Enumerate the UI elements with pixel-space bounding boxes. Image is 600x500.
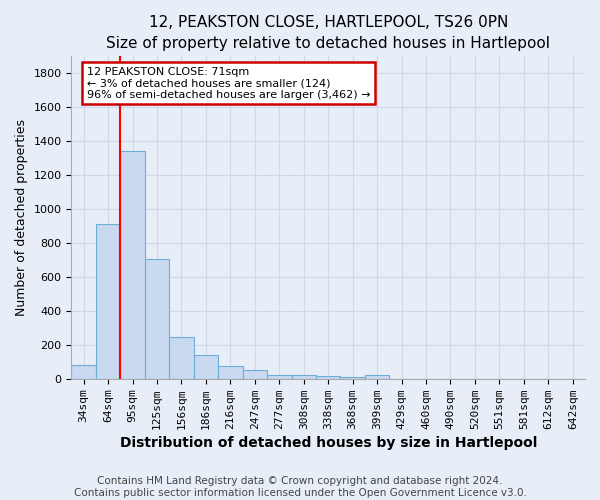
X-axis label: Distribution of detached houses by size in Hartlepool: Distribution of detached houses by size … — [119, 436, 537, 450]
Bar — [218, 366, 242, 379]
Bar — [194, 356, 218, 379]
Text: Contains HM Land Registry data © Crown copyright and database right 2024.
Contai: Contains HM Land Registry data © Crown c… — [74, 476, 526, 498]
Y-axis label: Number of detached properties: Number of detached properties — [15, 119, 28, 316]
Text: 12 PEAKSTON CLOSE: 71sqm
← 3% of detached houses are smaller (124)
96% of semi-d: 12 PEAKSTON CLOSE: 71sqm ← 3% of detache… — [86, 66, 370, 100]
Bar — [71, 366, 96, 379]
Bar — [267, 374, 292, 379]
Bar — [365, 376, 389, 379]
Bar — [292, 375, 316, 379]
Title: 12, PEAKSTON CLOSE, HARTLEPOOL, TS26 0PN
Size of property relative to detached h: 12, PEAKSTON CLOSE, HARTLEPOOL, TS26 0PN… — [106, 15, 550, 51]
Bar — [316, 376, 340, 379]
Bar — [145, 259, 169, 379]
Bar — [340, 377, 365, 379]
Bar — [121, 152, 145, 379]
Bar — [169, 336, 194, 379]
Bar — [242, 370, 267, 379]
Bar — [96, 224, 121, 379]
